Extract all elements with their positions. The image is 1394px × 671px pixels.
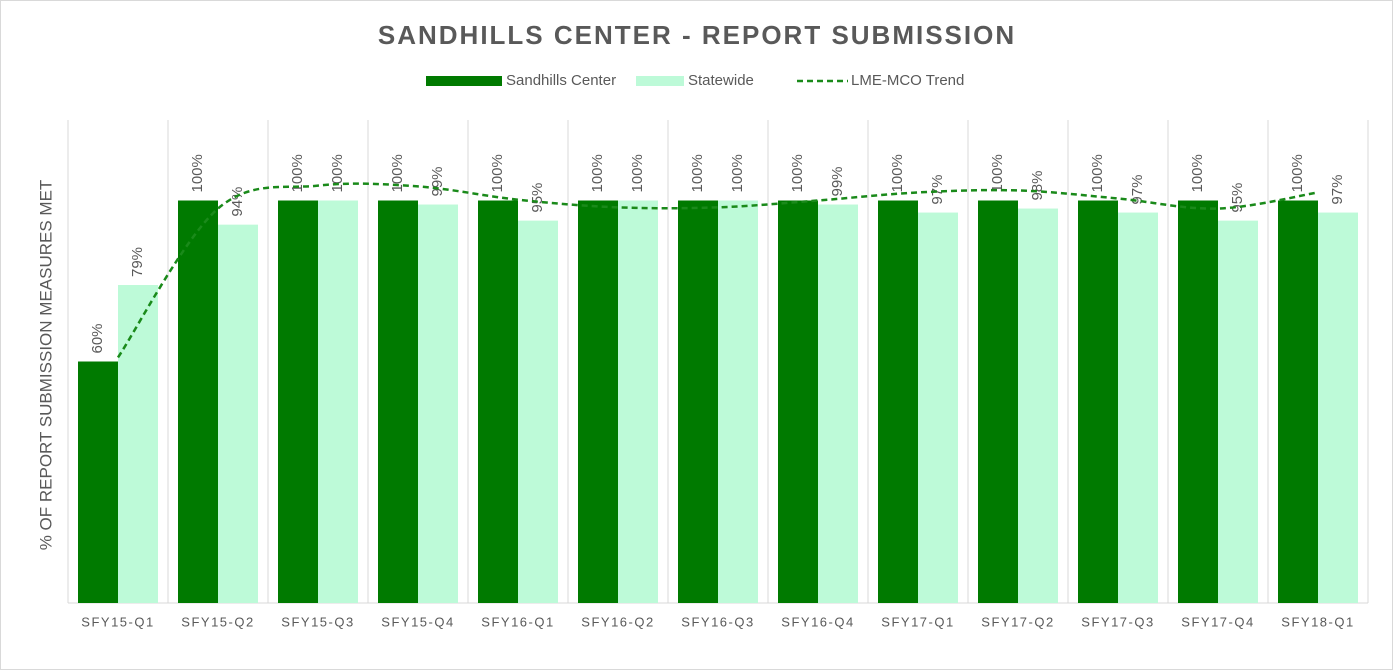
legend-label: Sandhills Center [506, 72, 616, 89]
x-tick-label: SFY16-Q4 [781, 614, 854, 629]
data-label: 99% [429, 166, 446, 196]
bar [918, 212, 958, 603]
trend-line [116, 182, 1319, 359]
legend-swatch [636, 76, 684, 86]
bar [1218, 220, 1258, 603]
data-label: 95% [529, 183, 546, 213]
data-label: 100% [989, 154, 1006, 192]
x-tick-label: SFY15-Q2 [181, 614, 254, 629]
bar [618, 200, 658, 603]
bar [178, 200, 218, 603]
bar [1178, 200, 1218, 603]
data-label: 100% [329, 154, 346, 192]
bar [418, 204, 458, 603]
x-tick-label: SFY15-Q1 [81, 614, 154, 629]
legend-label: Statewide [688, 72, 754, 89]
data-label: 60% [89, 323, 106, 353]
bar [818, 204, 858, 603]
data-label: 100% [729, 154, 746, 192]
data-label: 97% [1329, 175, 1346, 205]
legend-swatch [426, 76, 502, 86]
data-label: 100% [589, 154, 606, 192]
bar [218, 224, 258, 603]
bar [518, 220, 558, 603]
data-label: 100% [1189, 154, 1206, 192]
bar [1118, 212, 1158, 603]
data-label: 100% [189, 154, 206, 192]
data-label: 100% [789, 154, 806, 192]
bar [1278, 200, 1318, 603]
x-tick-label: SFY17-Q1 [881, 614, 954, 629]
x-tick-label: SFY18-Q1 [1281, 614, 1354, 629]
bar [318, 200, 358, 603]
y-axis-label: % OF REPORT SUBMISSION MEASURES MET [36, 180, 55, 551]
bar [78, 361, 118, 603]
bar [718, 200, 758, 603]
bar [478, 200, 518, 603]
data-label: 100% [389, 154, 406, 192]
x-tick-label: SFY16-Q1 [481, 614, 554, 629]
data-label: 99% [829, 166, 846, 196]
legend-label: LME-MCO Trend [851, 72, 964, 89]
data-label: 95% [1229, 183, 1246, 213]
chart-title: SANDHILLS CENTER - REPORT SUBMISSION [378, 20, 1016, 50]
x-tick-label: SFY16-Q3 [681, 614, 754, 629]
data-label: 100% [489, 154, 506, 192]
data-label: 94% [229, 187, 246, 217]
x-tick-label: SFY17-Q4 [1181, 614, 1254, 629]
data-label: 100% [1089, 154, 1106, 192]
bar [678, 200, 718, 603]
data-label: 100% [629, 154, 646, 192]
bar [778, 200, 818, 603]
bar [878, 200, 918, 603]
data-label: 97% [929, 175, 946, 205]
data-label: 97% [1129, 175, 1146, 205]
bar [1018, 208, 1058, 604]
data-label: 98% [1029, 171, 1046, 201]
data-label: 100% [289, 154, 306, 192]
bar [118, 285, 158, 603]
bar [578, 200, 618, 603]
bar [978, 200, 1018, 603]
x-tick-label: SFY15-Q3 [281, 614, 354, 629]
bar [278, 200, 318, 603]
x-tick-label: SFY17-Q3 [1081, 614, 1154, 629]
bar [1318, 212, 1358, 603]
data-label: 100% [1289, 154, 1306, 192]
x-tick-label: SFY16-Q2 [581, 614, 654, 629]
bar [1078, 200, 1118, 603]
data-label: 100% [689, 154, 706, 192]
data-label: 100% [889, 154, 906, 192]
bar [378, 200, 418, 603]
x-tick-label: SFY15-Q4 [381, 614, 454, 629]
data-label: 79% [129, 247, 146, 277]
x-tick-label: SFY17-Q2 [981, 614, 1054, 629]
